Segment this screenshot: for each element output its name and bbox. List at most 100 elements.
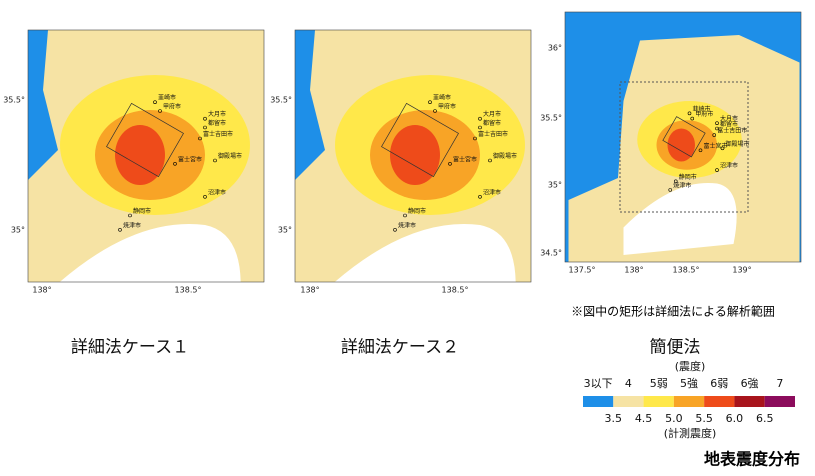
lon-label: 138°: [624, 266, 643, 275]
lat-label: 35°: [11, 226, 25, 235]
city-dot: [448, 162, 452, 166]
city-label: 甲府市: [163, 103, 181, 111]
city-dot: [393, 228, 397, 232]
caption: 詳細法ケース１: [71, 338, 189, 358]
city-label: 甲府市: [695, 110, 713, 118]
city-label: 富士宮市: [453, 155, 477, 163]
city-label: 大月市: [208, 110, 226, 118]
city-label: 都留市: [483, 119, 501, 127]
bay: [623, 182, 737, 255]
lon-label: 138°: [32, 286, 51, 295]
city-dot: [690, 116, 695, 121]
city-label: 韮崎市: [693, 105, 711, 113]
legend-swatch: [673, 396, 705, 407]
lon-label: 137.5°: [569, 266, 596, 275]
city-dot: [473, 136, 477, 141]
city-dot: [203, 125, 207, 130]
lat-label: 36°: [548, 44, 562, 53]
city-dot: [428, 100, 432, 104]
analysis-rect: [106, 102, 184, 178]
bay: [334, 224, 516, 282]
city-label: 焼津市: [123, 221, 141, 229]
caption: 簡便法: [650, 338, 701, 358]
footer: 地表震度分布: [704, 450, 800, 469]
city-label: 御殿場市: [726, 140, 750, 148]
city-dot: [715, 168, 719, 172]
bay: [59, 224, 241, 282]
lat-label: 35.5°: [540, 114, 562, 123]
city-dot: [698, 148, 703, 153]
city-dot: [668, 188, 673, 192]
intensity-6-lower: [667, 128, 695, 162]
map-panel: 韮崎市甲府市大月市都留市富士吉田市御殿場市富士宮市沼津市静岡市焼津市36°35.…: [540, 11, 802, 275]
detail-range: [619, 81, 749, 213]
city-dot: [118, 228, 122, 232]
city-dot: [153, 100, 157, 104]
city-dot: [198, 136, 202, 141]
city-label: 大月市: [483, 110, 501, 118]
city-dot: [720, 146, 725, 151]
legend-tick: 6.0: [726, 412, 744, 425]
analysis-rect: [381, 102, 459, 178]
legend-tick: 5.0: [665, 412, 683, 425]
city-label: 富士宮市: [704, 142, 728, 150]
city-dot: [128, 213, 132, 218]
city-label: 沼津市: [720, 162, 738, 170]
city-label: 大月市: [720, 115, 738, 123]
city-label: 沼津市: [483, 188, 501, 196]
city-dot: [173, 162, 177, 166]
legend-tick: 6.5: [756, 412, 774, 425]
city-dot: [715, 126, 719, 131]
frame: [294, 29, 532, 283]
lat-label: 35°: [548, 181, 562, 190]
city-dot: [478, 116, 482, 121]
city-dot: [203, 116, 207, 121]
legend-swatch: [643, 396, 674, 407]
intensity-6-lower: [390, 125, 440, 185]
legend-swatch: [613, 396, 644, 407]
lon-label: 138.5°: [175, 286, 202, 295]
city-label: 都留市: [208, 119, 226, 127]
city-dot: [478, 125, 482, 130]
city-dot: [213, 158, 217, 163]
note: ※図中の矩形は詳細法による解析範囲: [571, 304, 775, 319]
lon-label: 138.5°: [673, 266, 700, 275]
legend-class: 6弱: [710, 377, 728, 390]
legend-title: (震度): [675, 359, 706, 373]
city-label: 韮崎市: [433, 94, 451, 102]
legend-class: 7: [776, 377, 783, 390]
lon-label: 138°: [300, 286, 319, 295]
city-label: 都留市: [720, 120, 738, 128]
legend-class: 3以下: [584, 377, 613, 390]
city-label: 富士吉田市: [478, 130, 508, 138]
city-label: 焼津市: [398, 221, 416, 229]
city-dot: [715, 121, 719, 126]
city-dot: [433, 109, 437, 113]
city-dot: [478, 195, 482, 199]
city-label: 静岡市: [408, 207, 426, 215]
city-label: 甲府市: [438, 103, 456, 111]
city-label: 御殿場市: [493, 152, 517, 160]
legend-tick: 3.5: [605, 412, 623, 425]
city-label: 静岡市: [679, 173, 697, 181]
legend-swatch: [734, 396, 765, 407]
legend-class: 5弱: [650, 377, 668, 390]
legend-swatch: [764, 396, 795, 407]
lon-label: 138.5°: [442, 286, 469, 295]
city-dot: [712, 133, 717, 137]
frame: [564, 11, 802, 263]
city-dot: [158, 109, 162, 113]
legend-class: 5強: [680, 377, 698, 390]
legend-class: 6強: [741, 377, 759, 390]
legend-swatch: [583, 396, 614, 407]
city-label: 焼津市: [673, 181, 691, 189]
city-label: 静岡市: [133, 207, 151, 215]
city-dot: [203, 195, 207, 199]
legend-tick: 4.5: [635, 412, 653, 425]
city-dot: [673, 179, 678, 184]
